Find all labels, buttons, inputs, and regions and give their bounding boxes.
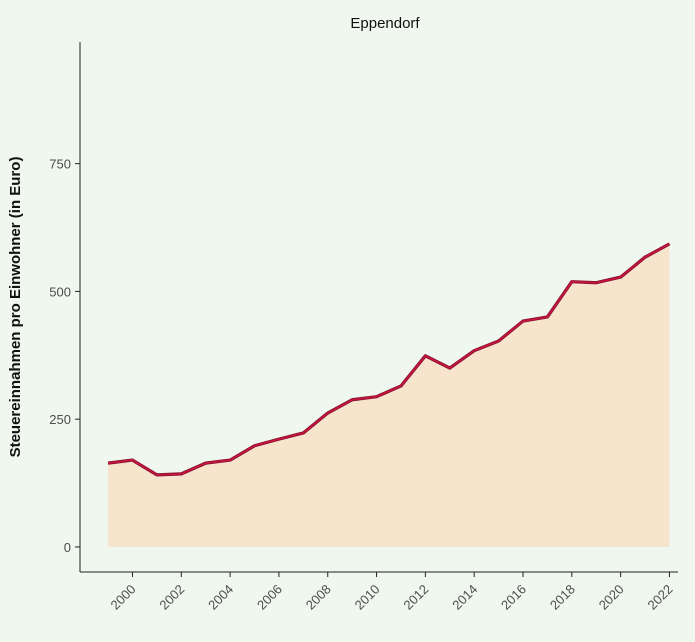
x-tick-label: 2010 <box>352 582 383 613</box>
y-tick-label: 750 <box>49 157 71 172</box>
x-tick-label: 2008 <box>303 582 334 613</box>
chart-title: Eppendorf <box>350 15 420 32</box>
x-tick-label: 2020 <box>596 582 627 613</box>
x-tick-label: 2022 <box>645 582 676 613</box>
x-tick-label: 2012 <box>400 582 431 613</box>
x-tick-label: 2014 <box>449 582 480 613</box>
y-tick-label: 500 <box>49 284 71 299</box>
x-tick-label: 2004 <box>205 582 236 613</box>
x-tick-label: 2006 <box>254 582 285 613</box>
line <box>107 243 670 476</box>
y-axis-label: Steuereinnahmen pro Einwohner (in Euro) <box>7 157 24 458</box>
x-tick-label: 2016 <box>498 582 529 613</box>
y-tick-label: 0 <box>64 540 71 555</box>
y-tick-label: 250 <box>49 412 71 427</box>
x-tick-label: 2018 <box>547 582 578 613</box>
x-tick-label: 2000 <box>108 582 139 613</box>
x-tick-label: 2002 <box>156 582 187 613</box>
area <box>108 243 670 547</box>
